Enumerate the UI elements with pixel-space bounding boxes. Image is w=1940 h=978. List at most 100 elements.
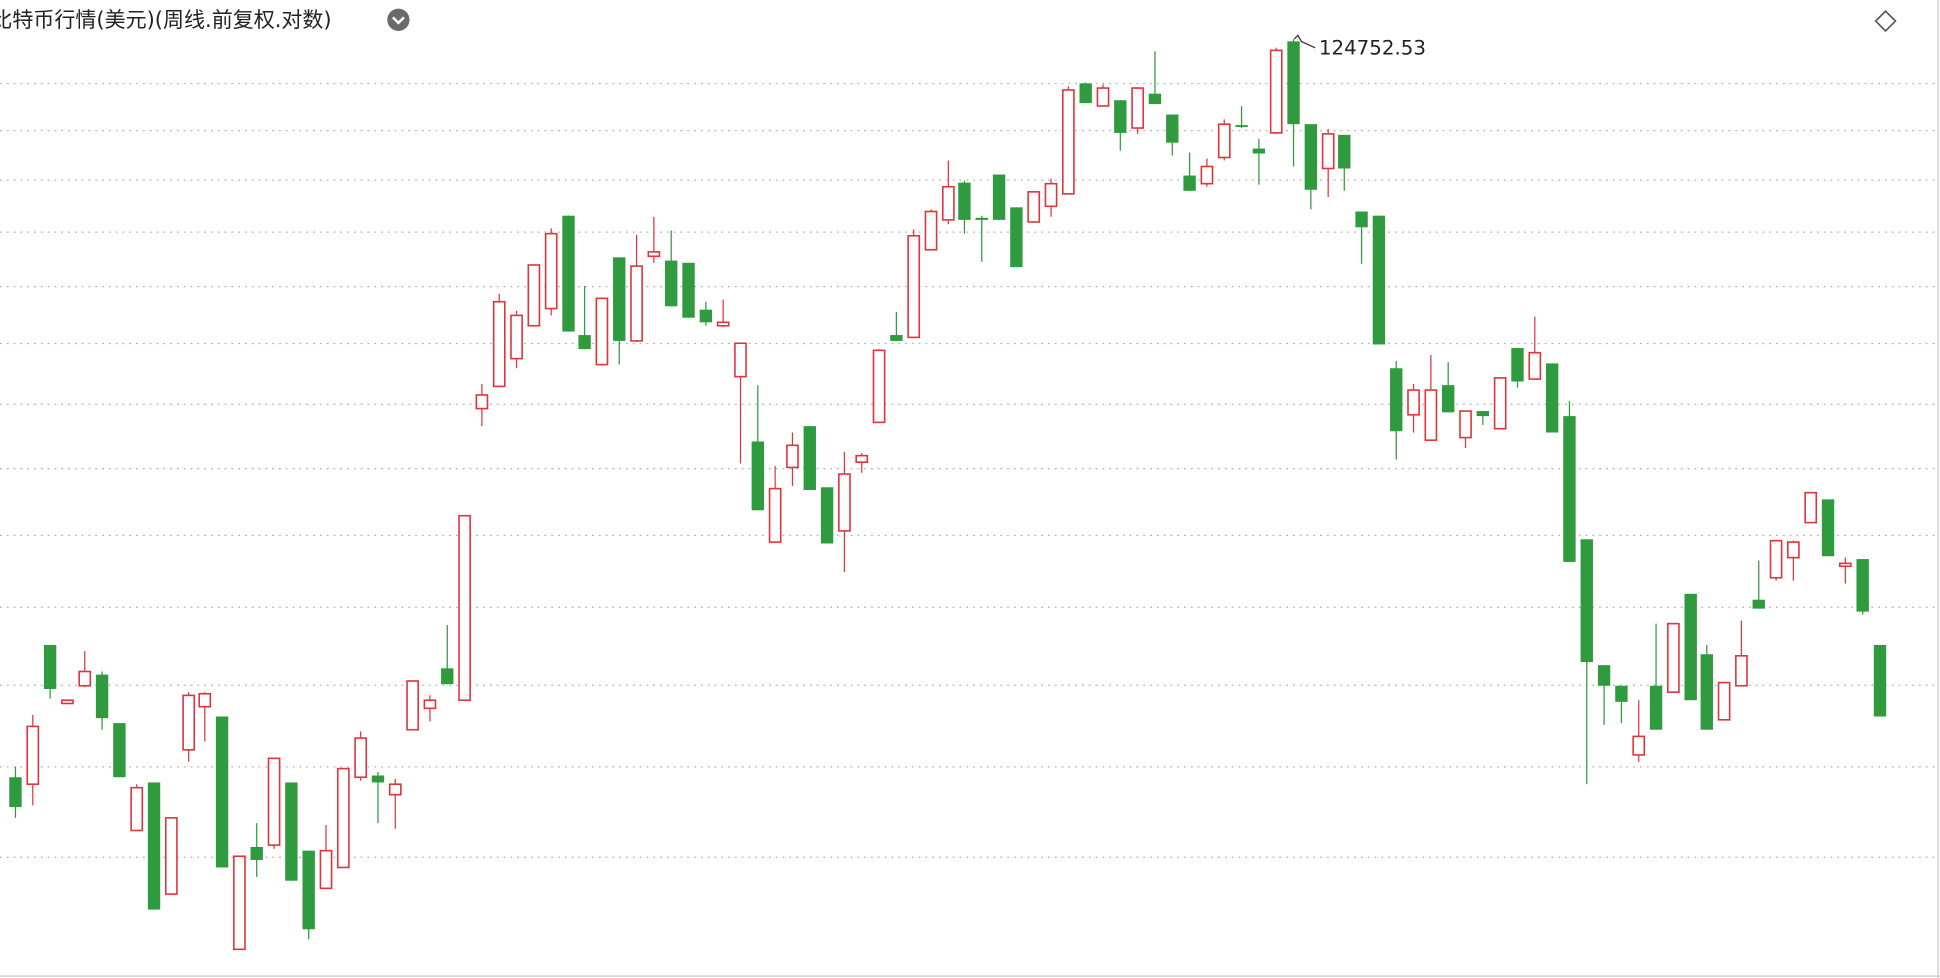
- candle-body: [1856, 559, 1869, 612]
- candle: [1545, 363, 1559, 433]
- candle: [1597, 665, 1611, 725]
- chart-title: 比特币行情(美元)(周线.前复权.对数): [0, 7, 332, 32]
- candle: [9, 766, 22, 818]
- candle: [838, 451, 851, 572]
- candle: [1821, 499, 1835, 557]
- candle-body: [267, 757, 281, 846]
- candle-body: [1580, 539, 1593, 663]
- candle: [492, 293, 506, 388]
- candle: [1700, 644, 1713, 730]
- candle: [250, 823, 263, 877]
- candle: [406, 680, 419, 731]
- candle-body: [233, 855, 246, 951]
- candle: [941, 160, 955, 225]
- candle-body: [1545, 363, 1559, 433]
- candle: [164, 817, 178, 895]
- candle: [1717, 681, 1731, 721]
- candle-body: [215, 716, 229, 868]
- candle-body: [1131, 87, 1145, 129]
- candle: [336, 767, 350, 869]
- candle-body: [1752, 599, 1765, 609]
- candle-body: [1511, 347, 1524, 382]
- candle: [578, 285, 591, 350]
- candle: [716, 299, 730, 327]
- candle-body: [198, 692, 212, 708]
- candle-body: [975, 217, 988, 220]
- candle-body: [458, 514, 471, 702]
- candle-body: [164, 817, 178, 895]
- candle: [958, 180, 971, 234]
- candle-body: [1424, 389, 1438, 441]
- candle-body: [1269, 49, 1283, 134]
- candle: [267, 757, 281, 849]
- candle: [371, 772, 385, 824]
- candle: [285, 782, 298, 881]
- candle: [1217, 119, 1231, 161]
- candle-body: [1649, 685, 1663, 730]
- candle-body: [1717, 681, 1731, 721]
- candle: [1563, 401, 1576, 562]
- candle: [1615, 685, 1628, 724]
- candle: [26, 714, 40, 806]
- candle-body: [1217, 123, 1231, 159]
- candle-body: [907, 234, 921, 339]
- candle-body: [630, 265, 643, 342]
- diamond-button[interactable]: [1874, 10, 1897, 33]
- candles: [9, 39, 1887, 951]
- candle: [1114, 100, 1127, 151]
- candle: [1684, 593, 1697, 701]
- candle-body: [78, 670, 92, 687]
- candle: [43, 644, 57, 699]
- candle: [527, 264, 541, 327]
- candle: [1010, 207, 1023, 268]
- candle-body: [1632, 735, 1646, 756]
- candle: [786, 432, 799, 486]
- candle-body: [475, 394, 489, 410]
- candle: [1856, 559, 1869, 615]
- candle: [319, 825, 333, 890]
- candle-body: [388, 783, 402, 796]
- candle: [1183, 152, 1196, 191]
- candle-body: [1390, 368, 1403, 432]
- candle-body: [1235, 125, 1248, 127]
- title-dropdown[interactable]: [387, 8, 410, 31]
- candle: [907, 229, 921, 339]
- candle: [665, 230, 678, 307]
- candle-body: [95, 674, 109, 719]
- candle: [751, 385, 764, 511]
- candle: [147, 782, 161, 910]
- candle-body: [1148, 93, 1162, 105]
- candle-body: [682, 262, 695, 318]
- candle-body: [716, 321, 730, 327]
- candle: [647, 216, 661, 263]
- candle: [1528, 316, 1542, 380]
- dropdown-circle[interactable]: [387, 8, 410, 31]
- candle-body: [1200, 165, 1214, 185]
- candle: [1044, 178, 1058, 217]
- candle: [1735, 620, 1748, 687]
- candle: [182, 692, 196, 762]
- candle: [613, 257, 626, 365]
- candle-body: [803, 426, 816, 490]
- candle-body: [43, 644, 57, 689]
- dropdown-chevron[interactable]: [391, 16, 405, 25]
- candle-body: [113, 723, 126, 778]
- candle-body: [1787, 541, 1800, 559]
- candle-body: [492, 300, 506, 388]
- max-marker: [1293, 34, 1316, 49]
- candle-body: [527, 264, 541, 327]
- candle-body: [1769, 539, 1783, 579]
- candle: [1407, 383, 1420, 433]
- candle: [423, 695, 437, 722]
- candle: [198, 692, 212, 742]
- candle: [1338, 134, 1351, 191]
- candle-body: [302, 850, 315, 930]
- candle-body: [751, 441, 764, 511]
- candle-body: [1615, 685, 1628, 702]
- candle-body: [285, 782, 298, 881]
- candle-body: [838, 473, 851, 532]
- candle-body: [890, 335, 903, 341]
- max-label: 124752.53: [1319, 37, 1426, 60]
- candle: [734, 342, 747, 464]
